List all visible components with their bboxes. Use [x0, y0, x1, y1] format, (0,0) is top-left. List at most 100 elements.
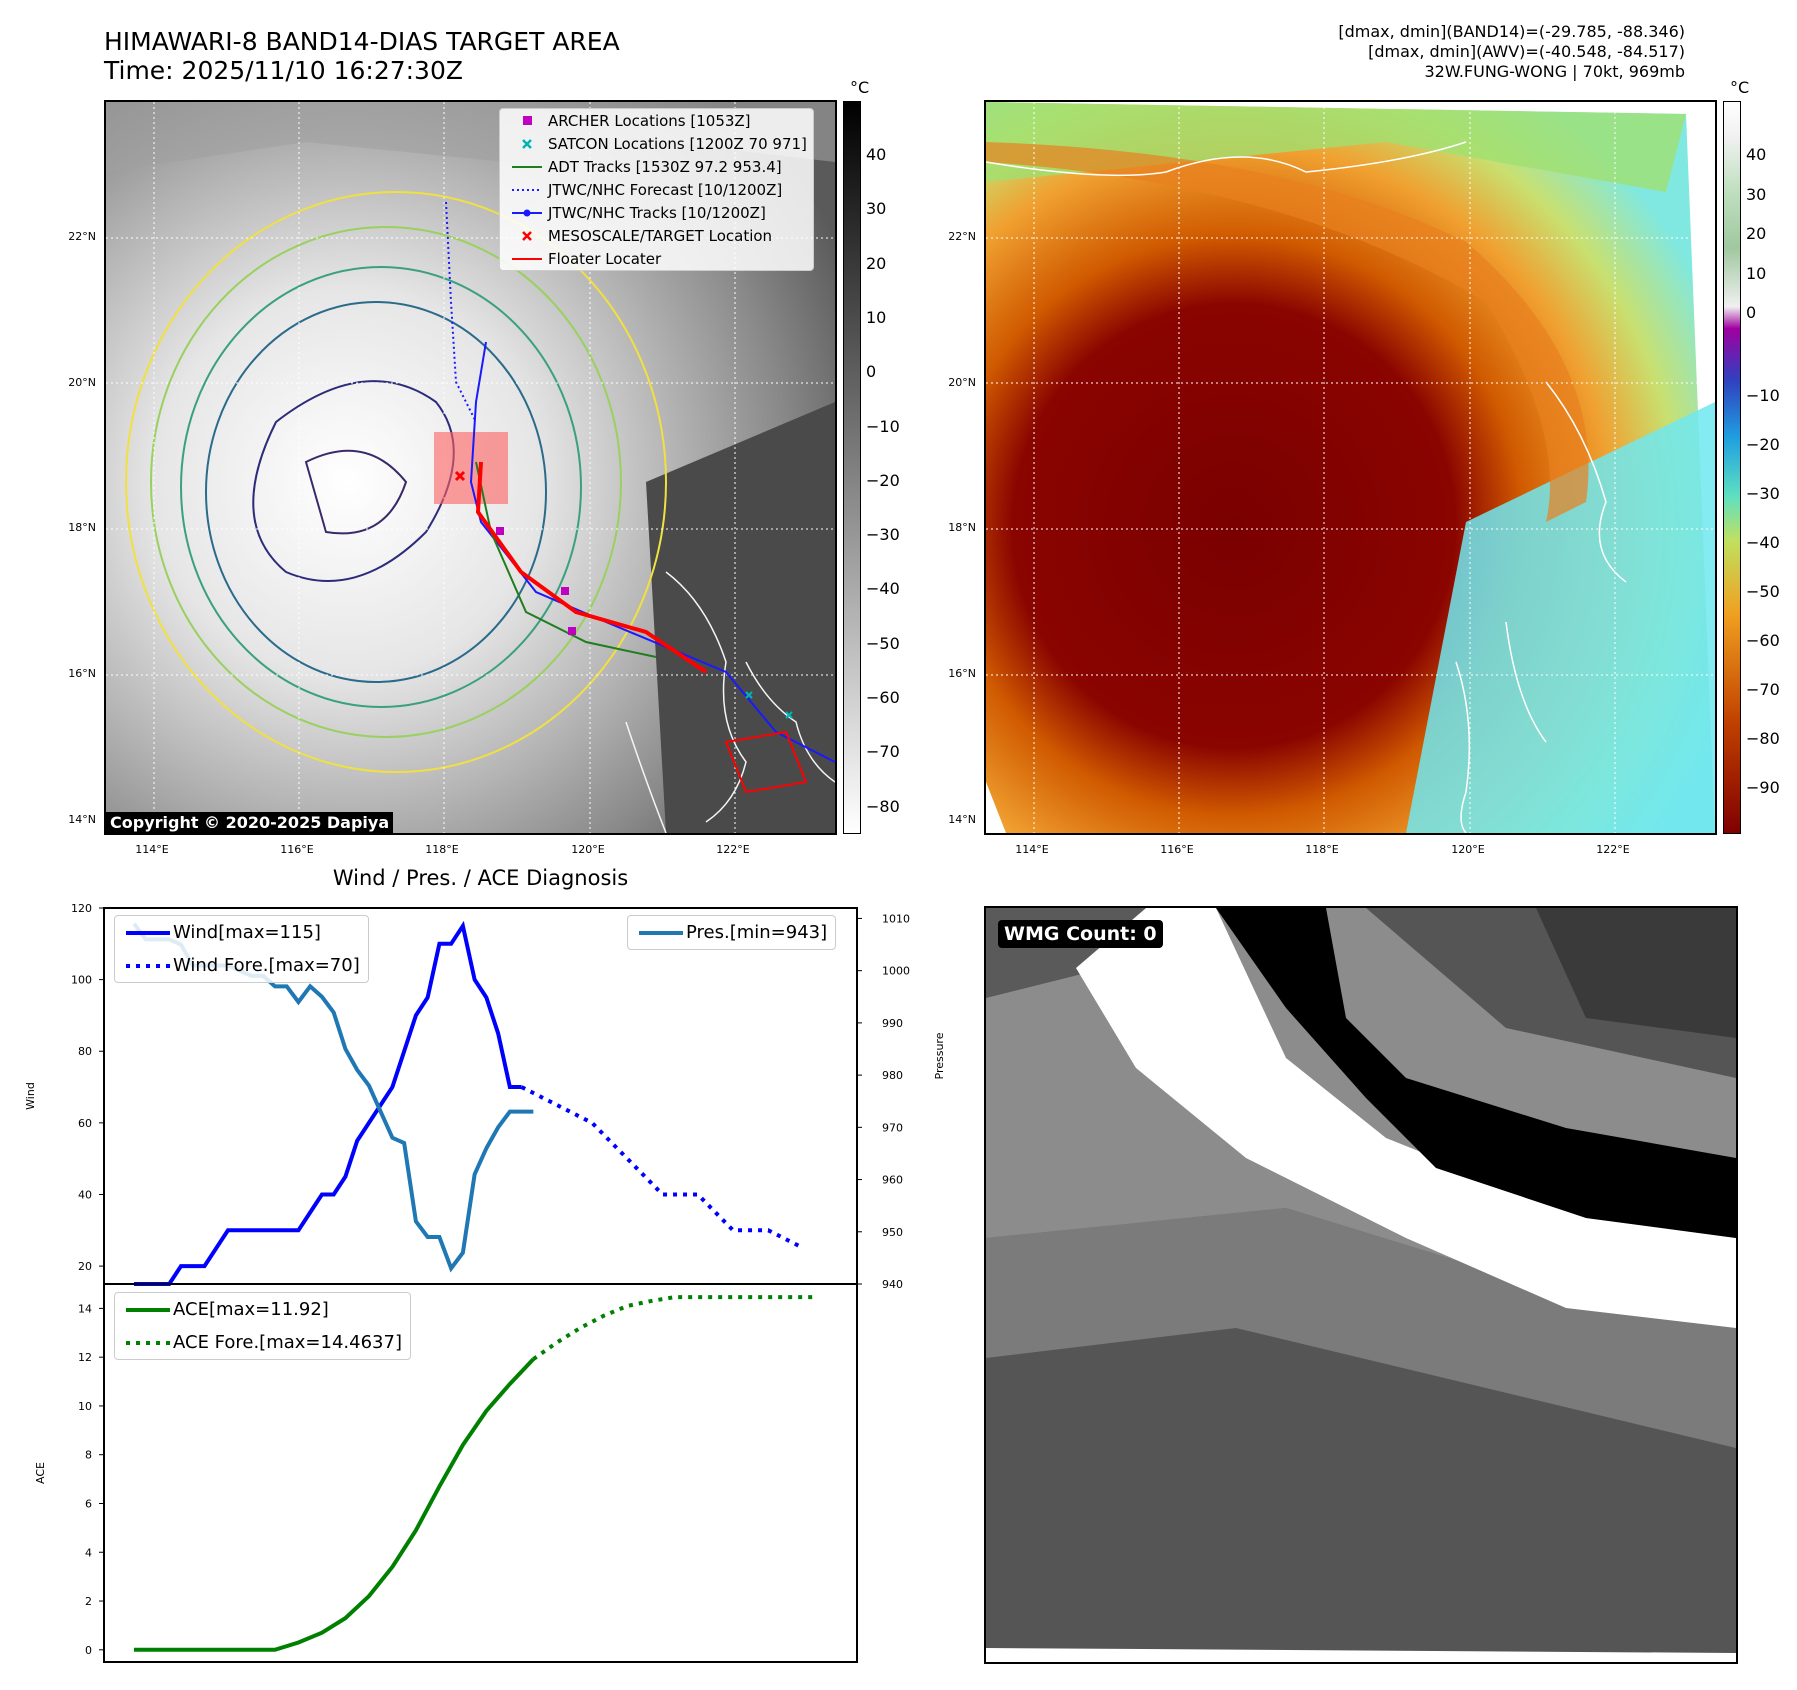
colorbar-tick: −90 — [1746, 778, 1780, 797]
lon-label: 122°E — [716, 843, 750, 856]
legend-line-icon — [636, 927, 686, 939]
series-line-wind-fore- — [520, 1085, 805, 1250]
colorbar-tick: −50 — [1746, 582, 1780, 601]
y-tick-label: 40 — [78, 1188, 92, 1201]
legend-entry: SATCON Locations [1200Z 70 971] — [500, 132, 813, 155]
legend-entry: Floater Locater — [500, 247, 813, 270]
clear-sky-region — [646, 402, 835, 833]
y-axis-label: Wind — [24, 1082, 37, 1110]
y2-tick-label: 950 — [882, 1226, 903, 1239]
y-tick-label: 14 — [78, 1302, 92, 1315]
colorbar-tick: 40 — [866, 145, 887, 164]
pressure-legend: Pres.[min=943] — [627, 915, 837, 950]
legend-label: MESOSCALE/TARGET Location — [548, 226, 773, 245]
colorbar-tick: −60 — [866, 688, 900, 707]
colorbar-tick: −10 — [866, 416, 900, 436]
coastlines — [625, 571, 835, 833]
legend-entry: MESOSCALE/TARGET Location — [500, 224, 813, 247]
left-colorbar-unit: °C — [850, 78, 870, 97]
y-tick-label: 100 — [71, 974, 92, 987]
legend-label: ARCHER Locations [1053Z] — [548, 111, 751, 130]
lat-label: 22°N — [948, 230, 976, 243]
info-line-3: 32W.FUNG-WONG | 70kt, 969mb — [1424, 62, 1685, 81]
diagnosis-title: Wind / Pres. / ACE Diagnosis — [332, 866, 629, 890]
legend-entry: Wind[max=115] — [115, 916, 368, 949]
awv-imagery — [986, 102, 1715, 833]
dry-region — [1406, 402, 1715, 833]
legend-label: JTWC/NHC Forecast [10/1200Z] — [548, 180, 783, 199]
y2-tick-label: 1010 — [882, 912, 910, 925]
diagnosis-chart: 2040608010012094095096097098099010001010… — [24, 902, 946, 1663]
legend-entry: ACE[max=11.92] — [115, 1293, 410, 1326]
y2-tick-label: 1000 — [882, 965, 910, 978]
colorbar-tick: 30 — [1746, 184, 1767, 204]
colorbar-tick: −30 — [866, 525, 900, 545]
white-band — [1076, 908, 1736, 1328]
colorbar-tick: −40 — [1746, 533, 1780, 552]
copyright-label: Copyright © 2020-2025 Dapiya — [106, 812, 394, 833]
legend-symbol-icon — [506, 138, 548, 150]
y-tick-label: 20 — [78, 1260, 92, 1273]
legend-symbol-icon — [506, 253, 548, 265]
jtwc-forecast — [445, 201, 477, 423]
legend-line-icon — [123, 927, 173, 939]
y2-tick-label: 940 — [882, 1278, 903, 1291]
archer-marker — [568, 627, 576, 635]
lon-label: 118°E — [1305, 843, 1339, 856]
lon-label: 114°E — [1015, 843, 1049, 856]
legend-line-icon — [123, 1337, 173, 1349]
legend-entry: ACE Fore.[max=14.4637] — [115, 1326, 410, 1359]
floater-track — [475, 461, 708, 674]
title-line-1: HIMAWARI-8 BAND14-DIAS TARGET AREA — [104, 27, 620, 56]
y2-tick-label: 990 — [882, 1017, 903, 1030]
moisture-band — [986, 142, 1589, 522]
legend-entry: JTWC/NHC Forecast [10/1200Z] — [500, 178, 813, 201]
series-line-ace-fore- — [532, 1295, 816, 1361]
y2-tick-label: 980 — [882, 1069, 903, 1082]
lon-label: 116°E — [280, 843, 314, 856]
lat-label: 14°N — [948, 813, 976, 826]
target-location-marker — [454, 470, 466, 482]
colorbar-tick: −60 — [1746, 631, 1780, 650]
colorbar-tick: 0 — [866, 362, 877, 382]
lat-label: 18°N — [948, 521, 976, 534]
legend-symbol-icon — [506, 115, 548, 127]
wind-legend: Wind[max=115] Wind Fore.[max=70] — [114, 915, 369, 983]
lon-label: 114°E — [135, 843, 169, 856]
lat-label: 14°N — [68, 813, 96, 826]
colorbar-tick: 0 — [1746, 303, 1757, 322]
lat-label: 20°N — [948, 376, 976, 389]
y-tick-label: 120 — [71, 902, 92, 915]
awv-map-panel — [984, 100, 1717, 835]
floater-box — [724, 730, 808, 794]
colorbar-tick: 40 — [1746, 145, 1767, 164]
legend-label: ACE Fore.[max=14.4637] — [173, 1332, 402, 1353]
right-colorbar — [1723, 101, 1741, 834]
colorbar-tick: 30 — [866, 199, 887, 219]
info-line-1: [dmax, dmin](BAND14)=(-29.785, -88.346) — [1338, 22, 1685, 41]
ace-legend: ACE[max=11.92] ACE Fore.[max=14.4637] — [114, 1292, 411, 1360]
y-tick-label: 8 — [85, 1449, 92, 1462]
ir-map-panel: ARCHER Locations [1053Z] SATCON Locations… — [104, 100, 837, 835]
lon-label: 122°E — [1596, 843, 1630, 856]
series-line-ace — [134, 1357, 535, 1652]
colorbar-tick: −80 — [1746, 729, 1780, 748]
legend-entry: ARCHER Locations [1053Z] — [500, 109, 813, 132]
wmg-count-label: WMG Count: 0 — [998, 920, 1163, 948]
colorbar-tick: 10 — [1746, 263, 1767, 283]
y-tick-label: 12 — [78, 1351, 92, 1364]
wmg-panel: WMG Count: 0 — [984, 906, 1738, 1664]
colorbar-tick: −80 — [866, 796, 900, 816]
info-line-2: [dmax, dmin](AWV)=(-40.548, -84.517) — [1368, 42, 1685, 61]
legend-entry: JTWC/NHC Tracks [10/1200Z] — [500, 201, 813, 224]
lat-label: 16°N — [68, 667, 96, 680]
lat-label: 20°N — [68, 376, 96, 389]
legend-label: SATCON Locations [1200Z 70 971] — [548, 134, 807, 153]
colorbar-tick: −30 — [1746, 484, 1780, 503]
legend-line-icon — [123, 960, 173, 972]
y-tick-label: 10 — [78, 1400, 92, 1413]
adt-track — [475, 461, 657, 658]
lon-label: 118°E — [425, 843, 459, 856]
legend-label: ADT Tracks [1530Z 97.2 953.4] — [548, 157, 782, 176]
lat-label: 16°N — [948, 667, 976, 680]
